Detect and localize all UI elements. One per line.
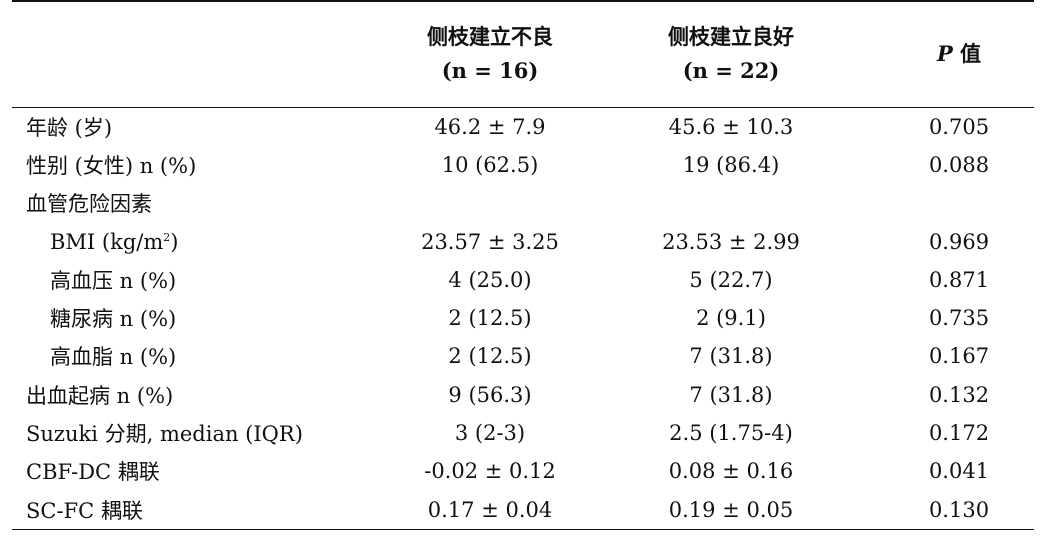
row-label: 高血压 n (%) [50, 268, 177, 293]
group1-value [372, 184, 608, 222]
group2-value: 0.08 ± 0.16 [668, 459, 794, 484]
data-table-container: 侧枝建立不良 (n = 16) 侧枝建立良好 (n = 22) P 值 年龄 (… [12, 0, 1034, 540]
row-label: 年龄 (岁) [26, 115, 113, 140]
section-label: 血管危险因素 [26, 192, 152, 217]
p-letter: P [936, 41, 953, 67]
header-group1: 侧枝建立不良 (n = 16) [372, 0, 608, 108]
row-label-text: BMI (kg/m [50, 229, 164, 254]
superscript: 2 [163, 230, 171, 244]
row-label: 性别 (女性) n (%) [26, 153, 197, 178]
group2-value: 0.19 ± 0.05 [608, 490, 854, 530]
table-row: 出血起病 n (%) 9 (56.3) 7 (31.8) 0.132 [12, 376, 1034, 414]
group2-title: 侧枝建立良好 [668, 24, 794, 50]
group1-value: -0.02 ± 0.12 [424, 459, 556, 484]
group1-value: 4 (25.0) [448, 267, 532, 292]
row-label: CBF-DC 耦联 [26, 460, 160, 485]
table-header: 侧枝建立不良 (n = 16) 侧枝建立良好 (n = 22) P 值 [12, 0, 1034, 108]
p-value: 0.735 [928, 306, 990, 331]
table-row: SC-FC 耦联 0.17 ± 0.04 0.19 ± 0.05 0.130 [12, 490, 1034, 530]
row-label: SC-FC 耦联 [12, 490, 372, 530]
p-value: 0.969 [928, 229, 990, 254]
p-value: 0.088 [928, 152, 990, 177]
group1-value: 2 (12.5) [448, 306, 532, 331]
group1-title: 侧枝建立不良 [427, 24, 553, 50]
group2-value: 5 (22.7) [689, 267, 773, 292]
group1-value: 0.17 ± 0.04 [372, 490, 608, 530]
group2-value: 2.5 (1.75-4) [669, 421, 793, 446]
comparison-table: 侧枝建立不良 (n = 16) 侧枝建立良好 (n = 22) P 值 年龄 (… [12, 0, 1034, 530]
group2-value: 45.6 ± 10.3 [668, 114, 794, 139]
group1-value: 3 (2-3) [454, 421, 526, 446]
group2-value: 7 (31.8) [689, 382, 773, 407]
group2-value: 2 (9.1) [696, 306, 766, 331]
row-label: BMI (kg/m2) [12, 222, 372, 260]
group2-value: 19 (86.4) [682, 152, 780, 177]
table-row: BMI (kg/m2) 23.57 ± 3.25 23.53 ± 2.99 0.… [12, 222, 1034, 260]
p-value [854, 184, 1034, 222]
header-label-cell [12, 0, 372, 108]
row-label: Suzuki 分期, median (IQR) [26, 422, 303, 447]
table-row: 性别 (女性) n (%) 10 (62.5) 19 (86.4) 0.088 [12, 146, 1034, 184]
group1-value: 23.57 ± 3.25 [421, 229, 559, 254]
row-label-tail: ) [170, 229, 179, 254]
p-value: 0.167 [928, 344, 990, 369]
table-row: 糖尿病 n (%) 2 (12.5) 2 (9.1) 0.735 [12, 299, 1034, 337]
table-row: 年龄 (岁) 46.2 ± 7.9 45.6 ± 10.3 0.705 [12, 107, 1034, 146]
table-body: 年龄 (岁) 46.2 ± 7.9 45.6 ± 10.3 0.705 性别 (… [12, 107, 1034, 530]
header-row: 侧枝建立不良 (n = 16) 侧枝建立良好 (n = 22) P 值 [12, 0, 1034, 108]
row-label: 糖尿病 n (%) [50, 307, 177, 332]
table-row: CBF-DC 耦联 -0.02 ± 0.12 0.08 ± 0.16 0.041 [12, 452, 1034, 490]
table-row: Suzuki 分期, median (IQR) 3 (2-3) 2.5 (1.7… [12, 414, 1034, 452]
group2-value: 7 (31.8) [689, 344, 773, 369]
group2-value: 23.53 ± 2.99 [662, 229, 800, 254]
group1-n: (n = 16) [441, 58, 539, 84]
p-suffix: 值 [952, 41, 982, 67]
table-row: 高血脂 n (%) 2 (12.5) 7 (31.8) 0.167 [12, 337, 1034, 375]
group2-value [608, 184, 854, 222]
group1-value: 2 (12.5) [448, 344, 532, 369]
p-value: 0.041 [928, 459, 990, 484]
p-value: 0.172 [928, 421, 990, 446]
group1-value: 10 (62.5) [441, 152, 539, 177]
p-value: 0.132 [928, 382, 990, 407]
table-row-section-heading: 血管危险因素 [12, 184, 1034, 222]
header-p-value: P 值 [854, 0, 1034, 108]
group1-value: 46.2 ± 7.9 [434, 114, 546, 139]
header-group2: 侧枝建立良好 (n = 22) [608, 0, 854, 108]
group2-n: (n = 22) [682, 58, 780, 84]
p-value: 0.130 [854, 490, 1034, 530]
group1-value: 9 (56.3) [448, 382, 532, 407]
table-row: 高血压 n (%) 4 (25.0) 5 (22.7) 0.871 [12, 261, 1034, 299]
row-label: 出血起病 n (%) [26, 383, 174, 408]
p-value: 0.871 [928, 267, 990, 292]
p-value: 0.705 [928, 114, 990, 139]
row-label: 高血脂 n (%) [50, 345, 177, 370]
